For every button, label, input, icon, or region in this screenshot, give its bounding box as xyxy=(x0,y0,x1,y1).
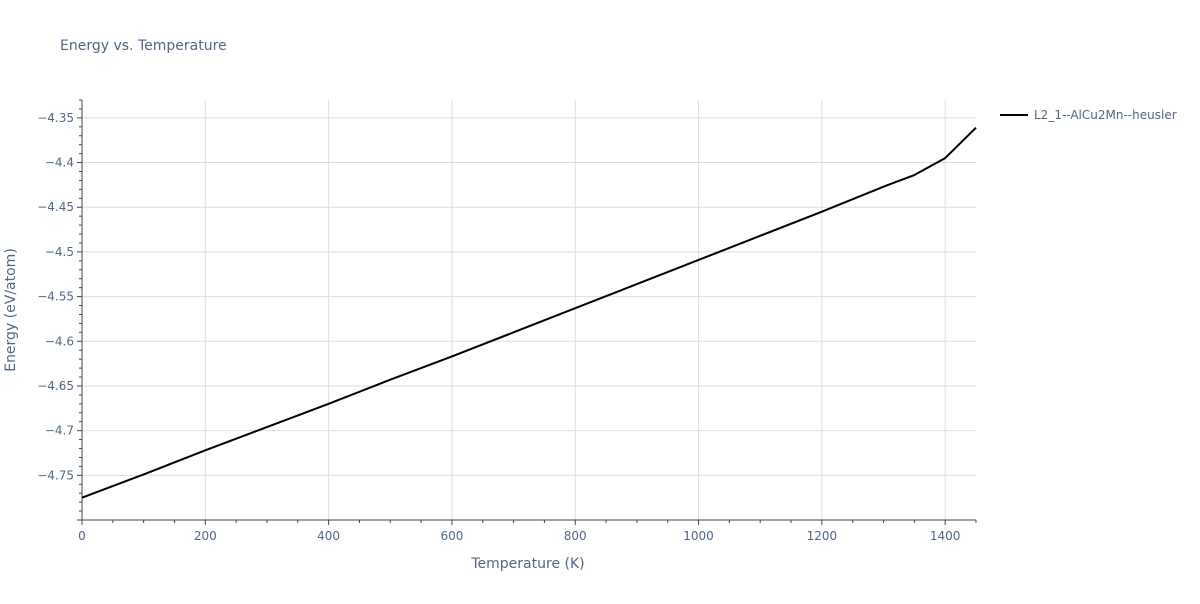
x-tick-label: 1400 xyxy=(930,529,961,543)
y-tick-label: −4.6 xyxy=(45,334,74,348)
y-tick-label: −4.65 xyxy=(37,379,74,393)
y-tick-label: −4.75 xyxy=(37,468,74,482)
axes: 0 200 400 600 800 1000 1200 1400 −4.75 −4.7 −4.65 −… xyxy=(37,99,977,543)
y-axis-label: Energy (eV/atom) xyxy=(3,248,19,372)
chart-title: Energy vs. Temperature xyxy=(60,38,227,54)
grid-lines xyxy=(82,100,976,520)
y-tick-label: −4.45 xyxy=(37,200,74,214)
x-tick-label: 600 xyxy=(440,529,463,543)
y-tick-label: −4.5 xyxy=(45,245,74,259)
x-tick-label: 400 xyxy=(317,529,340,543)
y-tick-label: −4.4 xyxy=(45,156,74,170)
legend-item[interactable]: L2_1--AlCu2Mn--heusler xyxy=(1000,108,1177,122)
x-axis-label: Temperature (K) xyxy=(470,556,584,572)
y-tick-label: −4.7 xyxy=(45,424,74,438)
x-tick-label: 1200 xyxy=(807,529,838,543)
y-tick-label: −4.35 xyxy=(37,111,74,125)
series-lines xyxy=(81,126,977,499)
x-tick-label: 800 xyxy=(564,529,587,543)
legend-label: L2_1--AlCu2Mn--heusler xyxy=(1034,108,1177,122)
x-tick-label: 0 xyxy=(78,529,86,543)
x-tick-label: 1000 xyxy=(683,529,714,543)
series-line xyxy=(81,126,977,499)
x-tick-label: 200 xyxy=(194,529,217,543)
y-tick-label: −4.55 xyxy=(37,290,74,304)
legend[interactable]: L2_1--AlCu2Mn--heusler xyxy=(1000,108,1177,122)
